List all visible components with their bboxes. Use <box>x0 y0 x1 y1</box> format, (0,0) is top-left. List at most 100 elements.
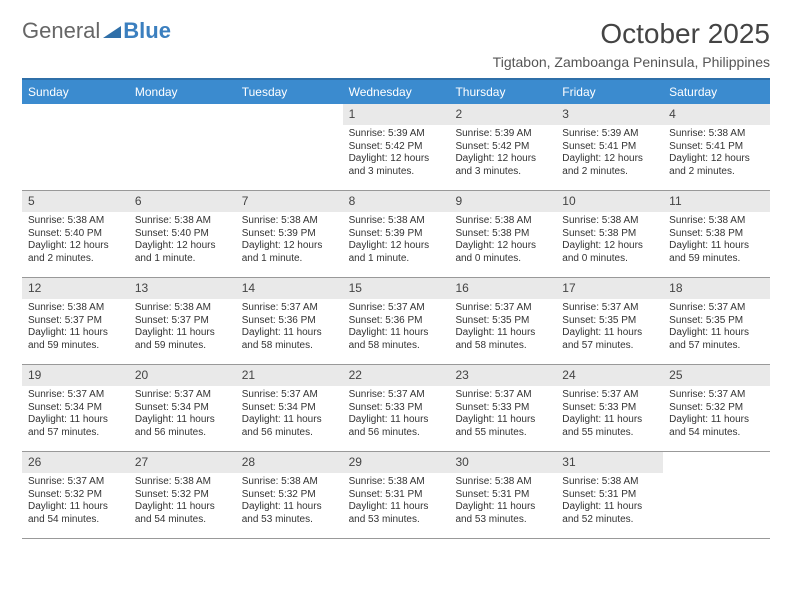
sunrise-text: Sunrise: 5:37 AM <box>28 476 123 489</box>
day-number: 17 <box>556 278 663 299</box>
calendar-cell: 16Sunrise: 5:37 AMSunset: 5:35 PMDayligh… <box>449 278 556 364</box>
day-number: 23 <box>449 365 556 386</box>
calendar-cell: 31Sunrise: 5:38 AMSunset: 5:31 PMDayligh… <box>556 452 663 538</box>
sunrise-text: Sunrise: 5:37 AM <box>669 389 764 402</box>
calendar-cell: 27Sunrise: 5:38 AMSunset: 5:32 PMDayligh… <box>129 452 236 538</box>
day-header-row: Sunday Monday Tuesday Wednesday Thursday… <box>22 80 770 104</box>
sunset-text: Sunset: 5:35 PM <box>455 315 550 328</box>
day-number: 25 <box>663 365 770 386</box>
daylight-text: Daylight: 11 hours and 56 minutes. <box>135 414 230 439</box>
calendar-cell: 28Sunrise: 5:38 AMSunset: 5:32 PMDayligh… <box>236 452 343 538</box>
logo-text-1: General <box>22 18 100 44</box>
calendar-cell: 20Sunrise: 5:37 AMSunset: 5:34 PMDayligh… <box>129 365 236 451</box>
day-header: Sunday <box>22 80 129 104</box>
calendar-cell <box>22 104 129 190</box>
day-number: 7 <box>236 191 343 212</box>
sunrise-text: Sunrise: 5:38 AM <box>242 215 337 228</box>
cell-body: Sunrise: 5:37 AMSunset: 5:35 PMDaylight:… <box>556 299 663 357</box>
cell-body: Sunrise: 5:38 AMSunset: 5:32 PMDaylight:… <box>129 473 236 531</box>
sunset-text: Sunset: 5:42 PM <box>349 141 444 154</box>
calendar-cell: 22Sunrise: 5:37 AMSunset: 5:33 PMDayligh… <box>343 365 450 451</box>
sunrise-text: Sunrise: 5:37 AM <box>455 302 550 315</box>
day-header: Friday <box>556 80 663 104</box>
sunrise-text: Sunrise: 5:38 AM <box>455 215 550 228</box>
cell-body: Sunrise: 5:37 AMSunset: 5:35 PMDaylight:… <box>449 299 556 357</box>
calendar-cell: 8Sunrise: 5:38 AMSunset: 5:39 PMDaylight… <box>343 191 450 277</box>
cell-body: Sunrise: 5:37 AMSunset: 5:36 PMDaylight:… <box>236 299 343 357</box>
logo-text-2: Blue <box>123 18 171 44</box>
day-number: 8 <box>343 191 450 212</box>
cell-body: Sunrise: 5:38 AMSunset: 5:37 PMDaylight:… <box>22 299 129 357</box>
daylight-text: Daylight: 11 hours and 54 minutes. <box>135 501 230 526</box>
sunset-text: Sunset: 5:31 PM <box>562 489 657 502</box>
sunrise-text: Sunrise: 5:39 AM <box>562 128 657 141</box>
daylight-text: Daylight: 11 hours and 58 minutes. <box>455 327 550 352</box>
calendar-cell: 17Sunrise: 5:37 AMSunset: 5:35 PMDayligh… <box>556 278 663 364</box>
sunset-text: Sunset: 5:33 PM <box>562 402 657 415</box>
sunset-text: Sunset: 5:33 PM <box>455 402 550 415</box>
daylight-text: Daylight: 11 hours and 53 minutes. <box>455 501 550 526</box>
sunrise-text: Sunrise: 5:37 AM <box>349 302 444 315</box>
calendar-cell: 23Sunrise: 5:37 AMSunset: 5:33 PMDayligh… <box>449 365 556 451</box>
daylight-text: Daylight: 11 hours and 57 minutes. <box>28 414 123 439</box>
day-number: 13 <box>129 278 236 299</box>
logo-icon <box>103 18 121 44</box>
cell-body: Sunrise: 5:37 AMSunset: 5:34 PMDaylight:… <box>236 386 343 444</box>
day-number: 9 <box>449 191 556 212</box>
sunset-text: Sunset: 5:34 PM <box>242 402 337 415</box>
sunset-text: Sunset: 5:34 PM <box>28 402 123 415</box>
cell-body: Sunrise: 5:38 AMSunset: 5:38 PMDaylight:… <box>663 212 770 270</box>
week-row: 26Sunrise: 5:37 AMSunset: 5:32 PMDayligh… <box>22 452 770 539</box>
day-number: 20 <box>129 365 236 386</box>
calendar-cell: 18Sunrise: 5:37 AMSunset: 5:35 PMDayligh… <box>663 278 770 364</box>
sunset-text: Sunset: 5:38 PM <box>669 228 764 241</box>
day-number: 1 <box>343 104 450 125</box>
day-header: Monday <box>129 80 236 104</box>
week-row: 5Sunrise: 5:38 AMSunset: 5:40 PMDaylight… <box>22 191 770 278</box>
daylight-text: Daylight: 11 hours and 56 minutes. <box>242 414 337 439</box>
sunrise-text: Sunrise: 5:38 AM <box>455 476 550 489</box>
sunrise-text: Sunrise: 5:38 AM <box>28 302 123 315</box>
sunrise-text: Sunrise: 5:38 AM <box>669 128 764 141</box>
cell-body: Sunrise: 5:38 AMSunset: 5:40 PMDaylight:… <box>22 212 129 270</box>
day-number: 19 <box>22 365 129 386</box>
cell-body: Sunrise: 5:38 AMSunset: 5:31 PMDaylight:… <box>449 473 556 531</box>
cell-body: Sunrise: 5:37 AMSunset: 5:36 PMDaylight:… <box>343 299 450 357</box>
cell-body: Sunrise: 5:37 AMSunset: 5:33 PMDaylight:… <box>343 386 450 444</box>
sunrise-text: Sunrise: 5:37 AM <box>242 389 337 402</box>
sunrise-text: Sunrise: 5:37 AM <box>349 389 444 402</box>
daylight-text: Daylight: 11 hours and 59 minutes. <box>669 240 764 265</box>
sunset-text: Sunset: 5:42 PM <box>455 141 550 154</box>
cell-body: Sunrise: 5:38 AMSunset: 5:32 PMDaylight:… <box>236 473 343 531</box>
daylight-text: Daylight: 11 hours and 56 minutes. <box>349 414 444 439</box>
calendar-cell: 5Sunrise: 5:38 AMSunset: 5:40 PMDaylight… <box>22 191 129 277</box>
calendar-cell: 4Sunrise: 5:38 AMSunset: 5:41 PMDaylight… <box>663 104 770 190</box>
daylight-text: Daylight: 12 hours and 0 minutes. <box>562 240 657 265</box>
sunrise-text: Sunrise: 5:37 AM <box>562 302 657 315</box>
calendar-cell: 1Sunrise: 5:39 AMSunset: 5:42 PMDaylight… <box>343 104 450 190</box>
sunset-text: Sunset: 5:37 PM <box>135 315 230 328</box>
cell-body: Sunrise: 5:38 AMSunset: 5:38 PMDaylight:… <box>556 212 663 270</box>
cell-body: Sunrise: 5:38 AMSunset: 5:40 PMDaylight:… <box>129 212 236 270</box>
page-header: General Blue October 2025 Tigtabon, Zamb… <box>22 18 770 70</box>
sunrise-text: Sunrise: 5:37 AM <box>562 389 657 402</box>
day-number: 2 <box>449 104 556 125</box>
sunset-text: Sunset: 5:36 PM <box>242 315 337 328</box>
sunset-text: Sunset: 5:34 PM <box>135 402 230 415</box>
daylight-text: Daylight: 11 hours and 58 minutes. <box>242 327 337 352</box>
sunrise-text: Sunrise: 5:39 AM <box>455 128 550 141</box>
logo: General Blue <box>22 18 171 44</box>
cell-body: Sunrise: 5:38 AMSunset: 5:39 PMDaylight:… <box>236 212 343 270</box>
daylight-text: Daylight: 12 hours and 3 minutes. <box>455 153 550 178</box>
cell-body: Sunrise: 5:39 AMSunset: 5:42 PMDaylight:… <box>343 125 450 183</box>
sunset-text: Sunset: 5:39 PM <box>242 228 337 241</box>
calendar-cell: 13Sunrise: 5:38 AMSunset: 5:37 PMDayligh… <box>129 278 236 364</box>
daylight-text: Daylight: 12 hours and 3 minutes. <box>349 153 444 178</box>
sunset-text: Sunset: 5:31 PM <box>349 489 444 502</box>
sunset-text: Sunset: 5:38 PM <box>562 228 657 241</box>
week-row: 1Sunrise: 5:39 AMSunset: 5:42 PMDaylight… <box>22 104 770 191</box>
day-header: Tuesday <box>236 80 343 104</box>
sunrise-text: Sunrise: 5:38 AM <box>242 476 337 489</box>
daylight-text: Daylight: 11 hours and 53 minutes. <box>242 501 337 526</box>
cell-body: Sunrise: 5:38 AMSunset: 5:31 PMDaylight:… <box>343 473 450 531</box>
